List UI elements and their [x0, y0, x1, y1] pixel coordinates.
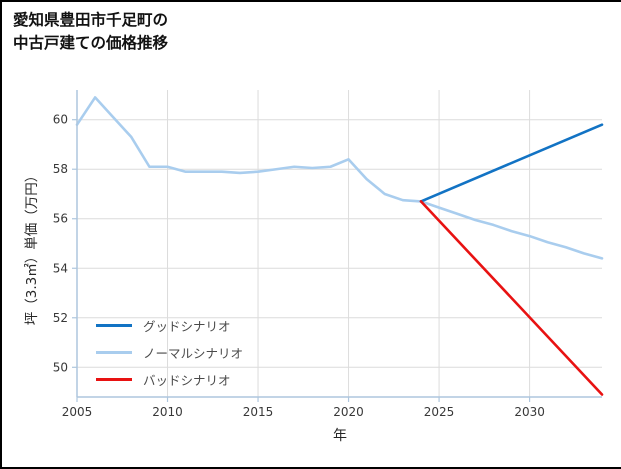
legend-label: グッドシナリオ [143, 319, 231, 334]
series-line [419, 200, 604, 396]
chart-title-line2: 中古戸建ての価格推移 [13, 34, 169, 53]
y-tick-label: 50 [53, 360, 68, 374]
chart-title: 愛知県豊田市千足町の 中古戸建ての価格推移 [13, 9, 168, 56]
x-tick-label: 2025 [424, 405, 455, 419]
y-axis-label: 坪（3.3㎡）単価（万円） [24, 168, 40, 326]
x-tick-label: 2010 [152, 405, 183, 419]
y-tick-label: 54 [53, 261, 68, 275]
legend-label: バッドシナリオ [143, 373, 231, 388]
y-tick-label: 58 [53, 162, 68, 176]
x-tick-label: 2020 [333, 405, 364, 419]
legend-label: ノーマルシナリオ [143, 346, 244, 361]
legend-swatch [96, 324, 132, 327]
legend: グッドシナリオ ノーマルシナリオ バッドシナリオ [96, 312, 243, 393]
legend-item: ノーマルシナリオ [96, 339, 243, 366]
legend-swatch [96, 351, 132, 354]
y-tick-label: 52 [53, 311, 68, 325]
x-tick-label: 2030 [514, 405, 545, 419]
legend-item: グッドシナリオ [96, 312, 243, 339]
series-line [75, 96, 604, 260]
series-line [419, 123, 604, 203]
y-tick-label: 56 [53, 212, 68, 226]
y-tick-label: 60 [53, 113, 68, 127]
x-axis-label: 年 [333, 428, 347, 444]
x-tick-label: 2015 [243, 405, 274, 419]
legend-swatch [96, 378, 132, 381]
legend-item: バッドシナリオ [96, 366, 243, 393]
x-tick-label: 2005 [62, 405, 93, 419]
chart-title-line1: 愛知県豊田市千足町の [13, 11, 169, 29]
